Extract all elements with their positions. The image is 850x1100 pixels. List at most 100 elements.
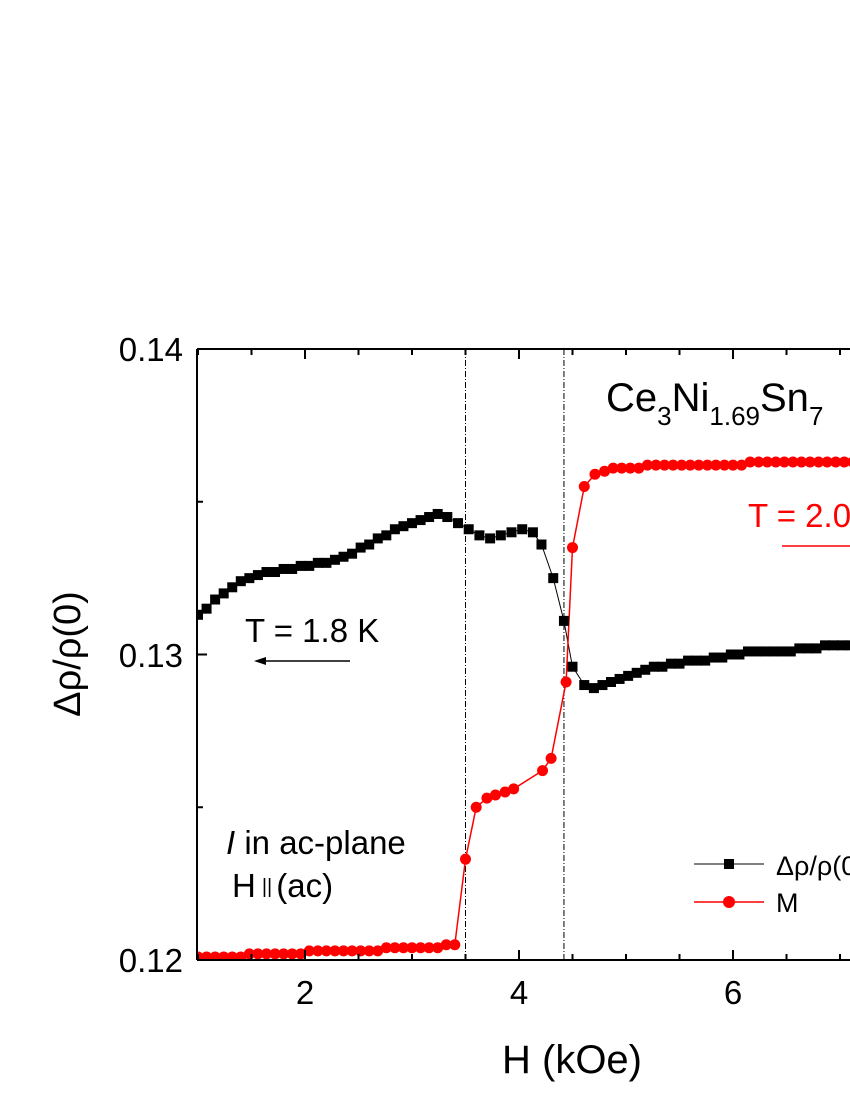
data-point-m <box>607 462 619 474</box>
data-point-m <box>753 456 765 468</box>
data-point-m <box>830 456 842 468</box>
data-point-rho <box>828 640 839 651</box>
data-point-rho <box>794 643 805 654</box>
data-point-rho <box>463 524 474 535</box>
data-point-m <box>252 948 264 960</box>
data-point-m <box>633 462 645 474</box>
data-point-m <box>209 951 221 960</box>
data-point-rho <box>227 582 238 593</box>
y-tick-label-0.14: 0.14 <box>119 331 183 368</box>
series-line-rho <box>197 513 850 689</box>
data-point-m <box>659 459 671 471</box>
data-point-rho <box>614 673 625 684</box>
data-point-m <box>389 942 401 954</box>
data-point-m <box>226 951 238 960</box>
data-point-m <box>537 765 549 777</box>
data-point-m <box>710 459 722 471</box>
current-direction-label: I in ac-plane <box>226 824 406 861</box>
data-point-m <box>406 942 418 954</box>
data-point-m <box>397 942 409 954</box>
data-point-m <box>560 676 572 688</box>
data-point-m <box>508 783 520 795</box>
y-axis-title: Δρ/ρ(0) <box>47 591 89 717</box>
data-point-rho <box>415 515 426 526</box>
data-point-rho <box>579 680 590 691</box>
data-point-m <box>372 945 384 957</box>
data-point-rho <box>785 646 796 657</box>
data-point-m <box>269 948 281 960</box>
data-point-rho <box>657 661 668 672</box>
data-point-rho <box>751 646 762 657</box>
data-point-m <box>693 459 705 471</box>
temperature-label-red: T = 2.0 K <box>748 497 850 534</box>
data-point-rho <box>597 680 608 691</box>
data-point-m <box>449 939 461 951</box>
series-points-rho <box>197 508 850 694</box>
legend: Δρ/ρ(0) M <box>694 851 850 918</box>
data-point-m <box>770 456 782 468</box>
x-axis-title: H (kOe) <box>502 1038 642 1082</box>
data-point-m <box>312 945 324 957</box>
data-point-rho <box>312 557 323 568</box>
data-point-rho <box>287 563 298 574</box>
data-point-rho <box>201 603 212 614</box>
data-point-rho <box>372 533 383 544</box>
data-point-rho <box>606 676 617 687</box>
data-point-rho <box>725 649 736 660</box>
data-point-m <box>589 468 601 480</box>
data-point-m <box>744 456 756 468</box>
data-point-rho <box>837 640 848 651</box>
data-point-rho <box>495 530 506 541</box>
data-point-rho <box>364 539 375 550</box>
data-point-m <box>624 462 636 474</box>
x-tick-label-2: 2 <box>296 974 314 1011</box>
data-point-rho <box>665 658 676 669</box>
data-point-m <box>218 951 230 960</box>
data-point-rho <box>820 640 831 651</box>
data-point-m <box>363 945 375 957</box>
data-point-rho <box>708 652 719 663</box>
data-point-m <box>235 951 247 960</box>
data-point-m <box>329 945 341 957</box>
data-point-rho <box>674 658 685 669</box>
data-point-m <box>599 465 611 477</box>
data-point-m <box>813 456 825 468</box>
data-point-m <box>838 456 850 468</box>
data-point-m <box>460 853 471 865</box>
x-tick-label-4: 4 <box>510 974 528 1011</box>
legend-label-rho: Δρ/ρ(0) <box>776 851 850 881</box>
data-point-rho <box>389 524 400 535</box>
data-point-rho <box>631 667 642 678</box>
data-point-m <box>804 456 816 468</box>
data-point-rho <box>407 518 417 529</box>
data-point-m <box>355 945 367 957</box>
left-arrow-icon <box>254 657 350 665</box>
data-point-m <box>847 457 850 467</box>
data-point-m <box>415 942 427 954</box>
data-point-rho <box>558 615 569 626</box>
legend-entry-rho: Δρ/ρ(0) <box>694 851 850 881</box>
data-point-rho <box>338 551 349 562</box>
data-point-rho <box>432 508 443 519</box>
data-point-rho <box>640 664 651 675</box>
data-point-m <box>295 948 307 960</box>
data-point-rho <box>235 576 246 587</box>
data-point-m <box>489 789 501 801</box>
data-point-m <box>481 792 493 804</box>
data-point-m <box>778 456 790 468</box>
data-point-m <box>676 459 688 471</box>
data-point-m <box>260 948 272 960</box>
data-point-rho <box>588 683 599 694</box>
data-point-m <box>470 801 482 813</box>
data-point-rho <box>453 518 464 529</box>
data-point-m <box>795 456 807 468</box>
data-point-rho <box>548 573 559 584</box>
data-point-rho <box>536 539 547 550</box>
data-point-m <box>787 456 799 468</box>
temperature-label-black: T = 1.8 K <box>245 612 379 649</box>
field-direction-label: H || (ac) <box>232 867 333 904</box>
data-point-rho <box>347 548 358 559</box>
data-point-m <box>578 480 590 492</box>
data-point-rho <box>474 530 485 541</box>
